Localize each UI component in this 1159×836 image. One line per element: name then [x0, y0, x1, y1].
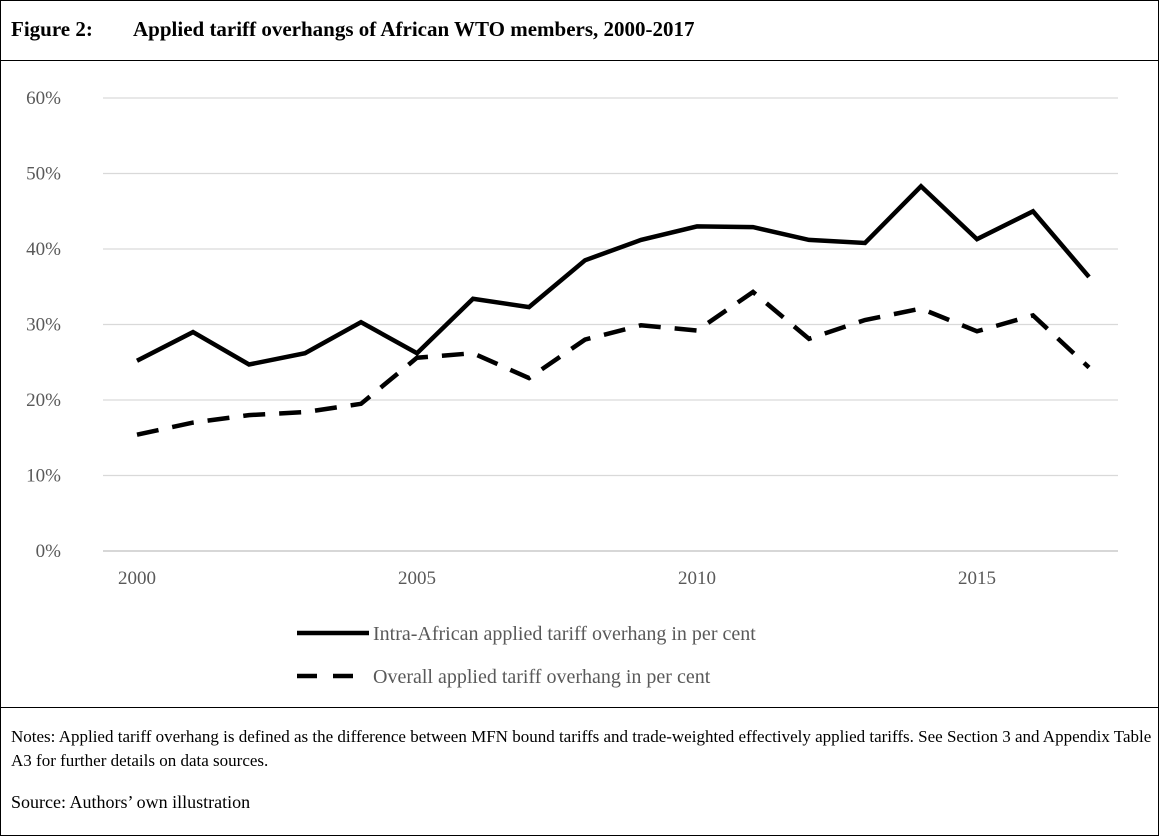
figure-title: Applied tariff overhangs of African WTO … — [133, 17, 695, 41]
y-tick-label: 10% — [26, 466, 61, 487]
figure-label: Figure 2: — [11, 17, 93, 41]
series-lines — [135, 183, 1091, 437]
figure-title-bar: Figure 2: Applied tariff overhangs of Af… — [1, 1, 1158, 61]
y-tick-label: 0% — [36, 541, 62, 562]
x-tick-label: 2015 — [958, 568, 996, 589]
y-tick-label: 60% — [26, 88, 61, 109]
x-tick-label: 2005 — [398, 568, 436, 589]
source-text: Source: Authors’ own illustration — [11, 792, 251, 812]
y-tick-label: 30% — [26, 315, 61, 336]
intra-african-series-line — [135, 183, 1091, 367]
y-tick-label: 50% — [26, 164, 61, 185]
legend: Intra-African applied tariff overhang in… — [297, 623, 756, 688]
y-axis-tick-labels: 0% 10% 20% 30% 40% 50% 60% — [26, 88, 61, 562]
x-tick-label: 2010 — [678, 568, 716, 589]
x-axis-tick-labels: 2000 2005 2010 2015 — [118, 568, 996, 589]
legend-label: Intra-African applied tariff overhang in… — [373, 623, 756, 645]
y-tick-label: 20% — [26, 390, 61, 411]
line-chart: 0% 10% 20% 30% 40% 50% 60% 2000 2005 2010 2015 In… — [26, 88, 1118, 688]
notes-text: Notes: Applied tariff overhang is define… — [11, 727, 1152, 770]
overall-series-line — [136, 289, 1091, 437]
notes-section: Notes: Applied tariff overhang is define… — [1, 707, 1158, 835]
legend-label: Overall applied tariff overhang in per c… — [373, 666, 711, 688]
y-tick-label: 40% — [26, 239, 61, 260]
x-tick-label: 2000 — [118, 568, 156, 589]
